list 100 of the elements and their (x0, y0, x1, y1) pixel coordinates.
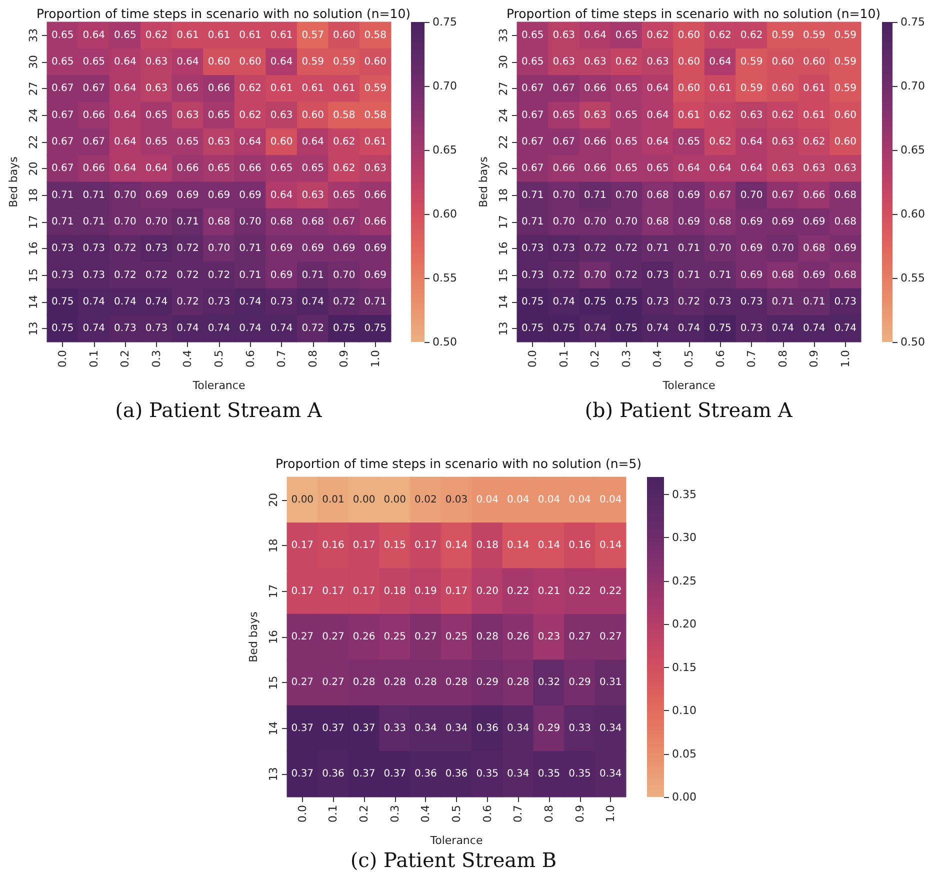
data-label: 0.62 (802, 136, 826, 148)
text: (b) Patient Stream A (584, 398, 794, 422)
data-label: 0.73 (52, 270, 74, 281)
text: (c) Patient Stream B (349, 848, 558, 872)
data-label: 0.67 (522, 163, 544, 174)
data-label: 0.68 (834, 190, 856, 201)
data-label: 0.73 (740, 296, 763, 308)
data-label: 0.58 (364, 30, 386, 41)
data-label: 0.72 (145, 270, 168, 281)
data-label: 0.67 (772, 190, 794, 201)
data-label: 0.31 (599, 677, 622, 688)
data-label: 0.68 (646, 190, 669, 201)
data-label: 0.34 (445, 722, 468, 734)
data-label: 0.69 (678, 190, 700, 201)
data-label: 0.36 (322, 768, 344, 780)
color-bar-label: 0.10 (672, 704, 696, 718)
data-label: 0.65 (615, 83, 638, 94)
data-label: 0.69 (208, 190, 230, 201)
color-bar-label: 0.55 (432, 272, 458, 284)
data-label: 0.67 (552, 136, 576, 148)
data-label: 0.17 (445, 586, 468, 597)
data-label: 0.67 (522, 136, 544, 148)
data-label: 0.17 (322, 586, 344, 597)
data-label: 0.63 (646, 56, 669, 68)
data-label: 0.59 (834, 83, 856, 94)
data-label: 0.64 (709, 56, 732, 68)
data-label: 0.00 (291, 494, 314, 506)
data-label: 0.64 (646, 110, 669, 121)
data-label: 0.72 (332, 296, 356, 308)
data-label: 0.69 (802, 270, 826, 281)
data-label: 0.17 (352, 540, 376, 552)
data-label: 0.72 (176, 296, 199, 308)
data-label: 0.65 (552, 110, 576, 121)
data-label: 0.60 (834, 110, 856, 121)
data-label: 0.70 (208, 243, 230, 254)
data-label: 0.59 (364, 83, 386, 94)
data-label: 0.72 (615, 270, 638, 281)
data-label: 0.37 (291, 768, 314, 780)
data-label: 0.63 (834, 163, 856, 174)
data-label: 0.63 (208, 136, 230, 148)
data-label: 0.26 (352, 632, 376, 642)
data-label: 0.73 (82, 243, 106, 254)
data-label: 0.71 (239, 243, 262, 254)
data-label: 0.29 (476, 677, 498, 688)
data-label: 0.69 (145, 190, 168, 201)
y-tick-label: 18 (27, 188, 40, 202)
color-bar-label: 0.55 (900, 272, 926, 284)
data-label: 0.75 (615, 296, 638, 308)
data-label: 0.36 (445, 768, 468, 780)
data-label: 0.62 (145, 30, 168, 41)
data-label: 0.63 (145, 83, 168, 94)
x-tick-label: 0.2 (118, 350, 132, 368)
y-tick-label: 20 (497, 162, 510, 176)
data-label: 0.01 (322, 494, 344, 506)
data-label: 0.62 (740, 30, 763, 41)
chart-title: Proportion of time steps in scenario with no solution (n=5) (275, 456, 642, 471)
data-label: 0.68 (834, 270, 856, 281)
data-label: 0.37 (352, 722, 376, 734)
color-bar-label: 0.70 (900, 80, 926, 92)
data-label: 0.60 (270, 136, 293, 148)
data-label: 0.72 (114, 270, 136, 281)
data-label: 0.60 (302, 110, 324, 121)
data-label: 0.74 (270, 323, 293, 334)
data-label: 0.69 (834, 243, 856, 254)
y-axis-title: Bed bays (7, 156, 20, 208)
data-label: 0.64 (646, 136, 669, 148)
data-label: 0.62 (615, 56, 638, 68)
data-label: 0.62 (332, 163, 356, 174)
data-label: 0.71 (302, 270, 324, 281)
data-label: 0.14 (507, 540, 530, 552)
data-label: 0.70 (772, 243, 794, 254)
data-label: 0.60 (364, 56, 386, 68)
data-label: 0.64 (270, 56, 293, 68)
data-label: 0.70 (332, 270, 356, 281)
data-label: 0.35 (538, 768, 560, 780)
x-tick-label: 0.6 (244, 350, 257, 368)
data-label: 0.37 (291, 722, 314, 734)
data-label: 0.68 (772, 270, 794, 281)
data-label: 0.03 (445, 494, 468, 506)
data-label: 0.69 (802, 216, 826, 228)
data-label: 0.71 (364, 296, 386, 308)
data-label: 0.62 (709, 30, 732, 41)
y-tick-label: 20 (267, 492, 280, 507)
data-label: 0.63 (270, 110, 293, 121)
x-tick-label: 0.1 (557, 350, 570, 368)
data-label: 0.72 (114, 243, 136, 254)
data-label: 0.74 (302, 296, 324, 308)
x-tick-label: 0.2 (588, 350, 602, 368)
data-label: 0.73 (114, 323, 136, 334)
data-label: 0.28 (384, 677, 406, 688)
y-tick-label: 27 (497, 82, 510, 96)
y-tick-label: 18 (497, 188, 510, 202)
data-label: 0.74 (678, 323, 700, 334)
data-label: 0.68 (208, 216, 230, 228)
data-label: 0.69 (364, 243, 386, 254)
data-label: 0.69 (364, 270, 386, 281)
x-tick-label: 0.9 (808, 350, 821, 368)
data-label: 0.21 (538, 586, 560, 597)
data-label: 0.62 (709, 110, 732, 121)
x-tick-label: 1.0 (604, 805, 618, 822)
